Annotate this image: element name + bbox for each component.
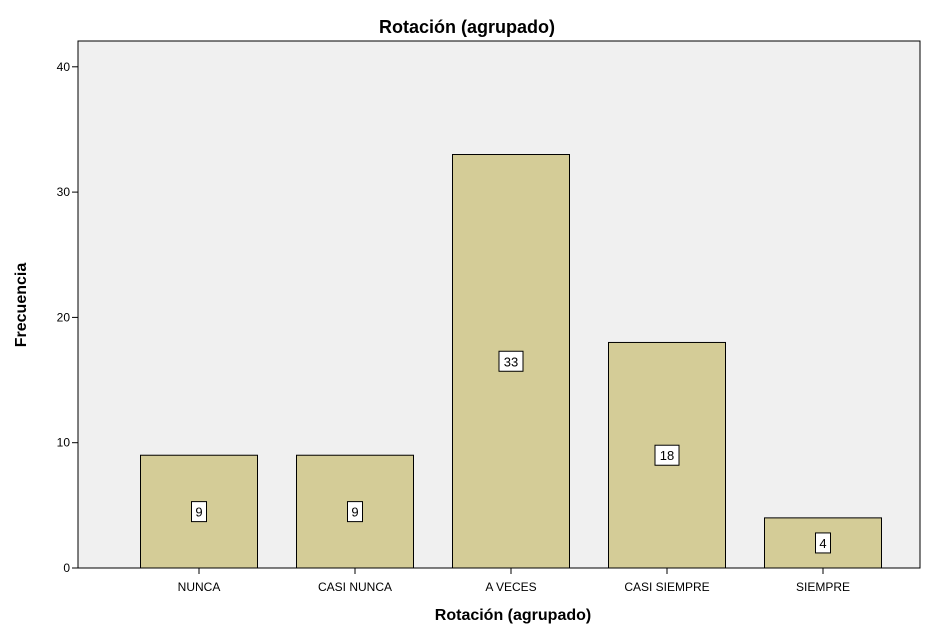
y-tick-label: 30 [57,185,71,199]
x-tick-label: SIEMPRE [796,580,850,594]
data-label-box [498,350,524,372]
data-label-box [347,501,363,523]
x-tick-label: CASI NUNCA [318,580,392,594]
y-tick-label: 10 [57,436,71,450]
y-axis: 0 10 20 30 40 [57,60,78,575]
data-label: 18 [660,448,674,463]
data-label-box [815,532,831,554]
data-label-box [191,501,207,523]
y-tick-label: 20 [57,310,71,324]
data-label: 9 [351,505,358,520]
chart-title: Rotación (agrupado) [379,17,555,37]
data-label-box [654,444,680,466]
x-axis-label: Rotación (agrupado) [435,607,591,624]
data-label: 4 [819,536,826,551]
bars-group: 9 9 33 18 4 [140,154,882,569]
y-tick-label: 0 [63,561,70,575]
y-axis-label: Frecuencia [13,263,30,348]
data-label: 33 [504,354,518,369]
x-tick-label: A VECES [485,580,536,594]
data-label: 9 [195,505,202,520]
x-axis: NUNCA CASI NUNCA A VECES CASI SIEMPRE SIEMPR… [178,568,850,594]
x-tick-label: NUNCA [178,580,221,594]
x-tick-label: CASI SIEMPRE [624,580,709,594]
y-tick-label: 40 [57,60,71,74]
